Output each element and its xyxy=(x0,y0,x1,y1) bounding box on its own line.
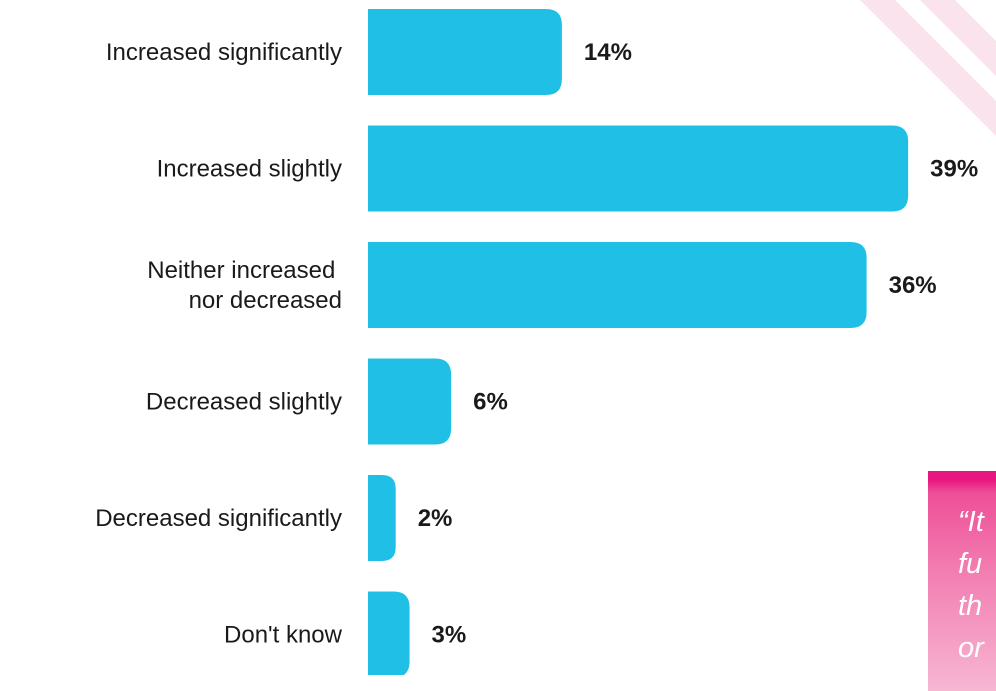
value-label: 6% xyxy=(473,389,508,416)
value-labels: 14% 39% 36% 6% 2% 3% xyxy=(418,39,978,649)
value-label: 39% xyxy=(930,156,978,183)
bar-neither-increased-nor-decreased xyxy=(368,242,867,328)
bar-increased-slightly xyxy=(368,125,909,212)
category-label: Increased significantly xyxy=(106,39,342,66)
value-label: 2% xyxy=(418,505,453,532)
value-label: 36% xyxy=(889,272,937,299)
category-labels: Increased significantly Increased slightl… xyxy=(95,39,342,649)
bar-chart: Increased significantly Increased slightl… xyxy=(95,9,978,675)
category-label: Decreased significantly xyxy=(95,505,342,532)
category-label: Don't know xyxy=(224,622,343,649)
bars-layer xyxy=(368,9,909,675)
category-label: Neither increased nor decreased xyxy=(147,257,342,314)
bar-increased-significantly xyxy=(368,9,562,95)
category-label: Decreased slightly xyxy=(146,389,342,416)
value-label: 14% xyxy=(584,39,632,66)
decorative-stripes xyxy=(860,0,996,136)
bar-don-t-know xyxy=(368,591,410,675)
bar-decreased-significantly xyxy=(368,475,396,561)
value-label: 3% xyxy=(432,622,467,649)
bar-decreased-slightly xyxy=(368,358,452,445)
quote-text: “It fu th or xyxy=(958,506,984,664)
quote-callout: “It fu th or xyxy=(928,471,996,691)
category-label: Increased slightly xyxy=(157,156,342,183)
